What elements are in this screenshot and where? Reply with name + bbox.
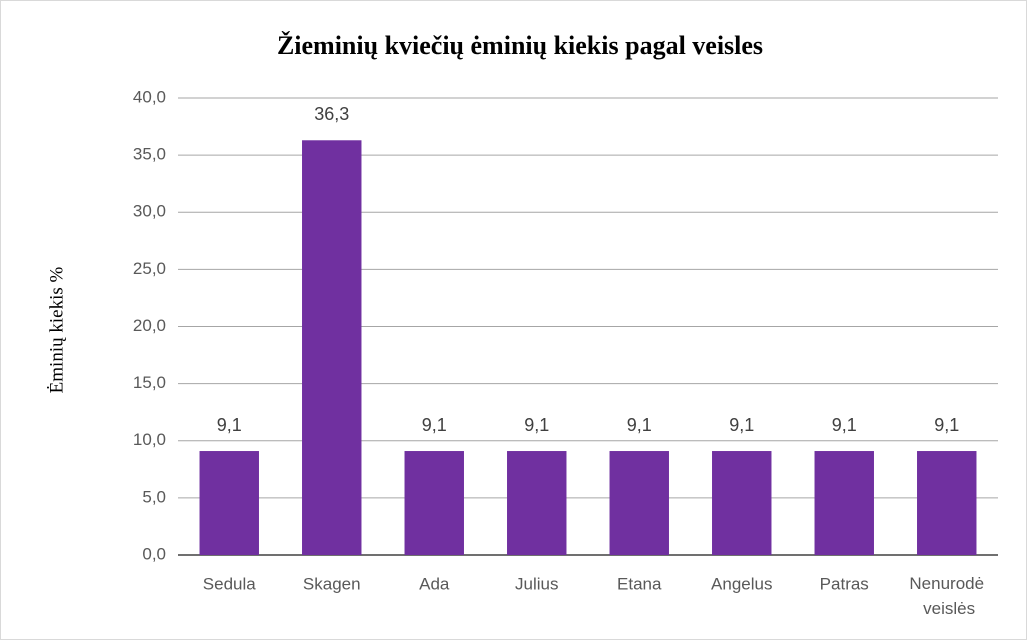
x-tick-label: Sedula xyxy=(203,574,256,593)
y-tick-label: 25,0 xyxy=(133,259,166,278)
x-tick-label: Ada xyxy=(419,574,450,593)
y-tick-label: 40,0 xyxy=(133,87,166,106)
y-axis-label: Ėminių kiekis % xyxy=(46,267,67,394)
data-label: 9,1 xyxy=(934,415,959,435)
bar xyxy=(404,451,464,555)
x-tick-label: Patras xyxy=(820,574,869,593)
bar xyxy=(917,451,977,555)
y-tick-label: 10,0 xyxy=(133,430,166,449)
x-tick-label: Etana xyxy=(617,574,662,593)
chart-title: Žieminių kviečių ėminių kiekis pagal vei… xyxy=(277,31,763,60)
y-tick-label: 15,0 xyxy=(133,373,166,392)
x-tick-label: Angelus xyxy=(711,574,772,593)
bar xyxy=(199,451,259,555)
x-tick-label: Skagen xyxy=(303,574,361,593)
bar xyxy=(609,451,669,555)
bar xyxy=(712,451,772,555)
data-label: 9,1 xyxy=(832,415,857,435)
y-tick-label: 30,0 xyxy=(133,202,166,221)
data-label: 36,3 xyxy=(314,104,349,124)
data-label: 9,1 xyxy=(217,415,242,435)
y-tick-label: 0,0 xyxy=(142,544,166,563)
y-tick-label: 5,0 xyxy=(142,487,166,506)
data-label: 9,1 xyxy=(627,415,652,435)
data-label: 9,1 xyxy=(729,415,754,435)
bar xyxy=(302,140,362,555)
bar xyxy=(814,451,874,555)
x-tick-label: Nenurodė veislės xyxy=(909,574,984,618)
y-tick-label: 20,0 xyxy=(133,316,166,335)
data-label: 9,1 xyxy=(524,415,549,435)
data-label: 9,1 xyxy=(422,415,447,435)
x-tick-label: Julius xyxy=(515,574,558,593)
bar xyxy=(507,451,567,555)
y-tick-label: 35,0 xyxy=(133,145,166,164)
